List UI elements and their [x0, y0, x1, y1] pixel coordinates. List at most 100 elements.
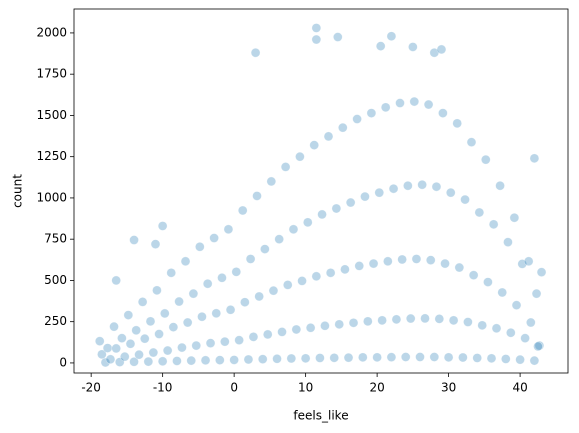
point	[408, 42, 418, 52]
point	[277, 327, 287, 337]
point	[240, 297, 250, 308]
point	[145, 316, 156, 327]
point	[159, 308, 170, 319]
point	[200, 355, 211, 366]
point	[211, 308, 222, 319]
point	[205, 338, 216, 348]
point	[309, 140, 320, 150]
y-tick-label: 0	[59, 355, 67, 369]
point	[195, 241, 205, 252]
point	[272, 354, 282, 364]
point	[533, 341, 543, 352]
point	[129, 356, 139, 367]
point	[348, 318, 359, 328]
point	[215, 355, 225, 365]
point	[254, 291, 264, 302]
point	[148, 347, 159, 358]
point	[262, 329, 273, 340]
axes-frame	[73, 8, 569, 374]
point	[250, 47, 261, 58]
point	[168, 322, 179, 332]
point	[436, 44, 447, 55]
point	[529, 153, 540, 164]
point	[338, 122, 348, 133]
point	[237, 205, 248, 216]
point	[383, 256, 393, 267]
y-tick-label: 250	[44, 314, 67, 328]
point	[291, 324, 302, 335]
point	[320, 321, 330, 331]
point	[363, 316, 373, 327]
point	[497, 287, 508, 298]
point	[229, 355, 239, 365]
point	[520, 333, 530, 343]
x-tick-label: -10	[153, 381, 173, 395]
point	[526, 317, 536, 328]
point	[345, 197, 356, 208]
point	[220, 336, 230, 347]
point	[252, 191, 262, 201]
point	[472, 353, 483, 363]
point	[100, 357, 111, 368]
point	[377, 315, 387, 326]
point	[157, 356, 168, 367]
point	[266, 176, 277, 187]
point	[491, 323, 502, 334]
point	[311, 271, 322, 282]
point	[162, 345, 173, 356]
point	[323, 131, 334, 142]
point	[509, 212, 520, 223]
point	[380, 102, 391, 113]
point	[420, 313, 430, 324]
x-tick-label: 10	[298, 381, 313, 395]
point	[129, 235, 139, 245]
point	[268, 285, 279, 296]
point	[143, 356, 154, 367]
point	[315, 353, 325, 363]
point	[234, 335, 244, 345]
point	[139, 333, 150, 344]
y-axis-label: count	[11, 174, 25, 208]
point	[177, 342, 187, 353]
point	[366, 108, 377, 118]
point	[202, 278, 213, 289]
point	[358, 352, 368, 363]
point	[123, 310, 134, 320]
point	[172, 356, 182, 366]
y-tick-label: 1000	[36, 190, 67, 204]
point	[209, 233, 219, 243]
point	[360, 191, 370, 202]
point	[480, 154, 491, 165]
point	[225, 305, 236, 315]
point	[501, 354, 511, 364]
point	[468, 270, 479, 280]
point	[415, 352, 425, 362]
point	[423, 99, 434, 110]
point	[448, 315, 459, 326]
point	[280, 162, 291, 172]
point	[405, 313, 416, 324]
point	[486, 353, 497, 364]
point	[368, 258, 379, 269]
point	[483, 277, 493, 287]
point	[388, 183, 399, 194]
point	[257, 354, 268, 364]
point	[454, 262, 465, 273]
point	[352, 114, 362, 124]
point	[137, 297, 148, 307]
point	[329, 353, 340, 363]
point	[119, 351, 130, 362]
point	[411, 254, 422, 264]
point	[150, 239, 161, 249]
point	[243, 354, 254, 365]
point	[452, 118, 462, 129]
point	[466, 137, 477, 147]
point	[248, 332, 259, 342]
point	[375, 41, 386, 51]
point	[105, 354, 116, 365]
point	[231, 267, 242, 277]
point	[245, 254, 256, 264]
x-tick-label: 30	[441, 381, 456, 395]
point	[443, 352, 454, 363]
y-tick-label: 500	[44, 273, 67, 287]
